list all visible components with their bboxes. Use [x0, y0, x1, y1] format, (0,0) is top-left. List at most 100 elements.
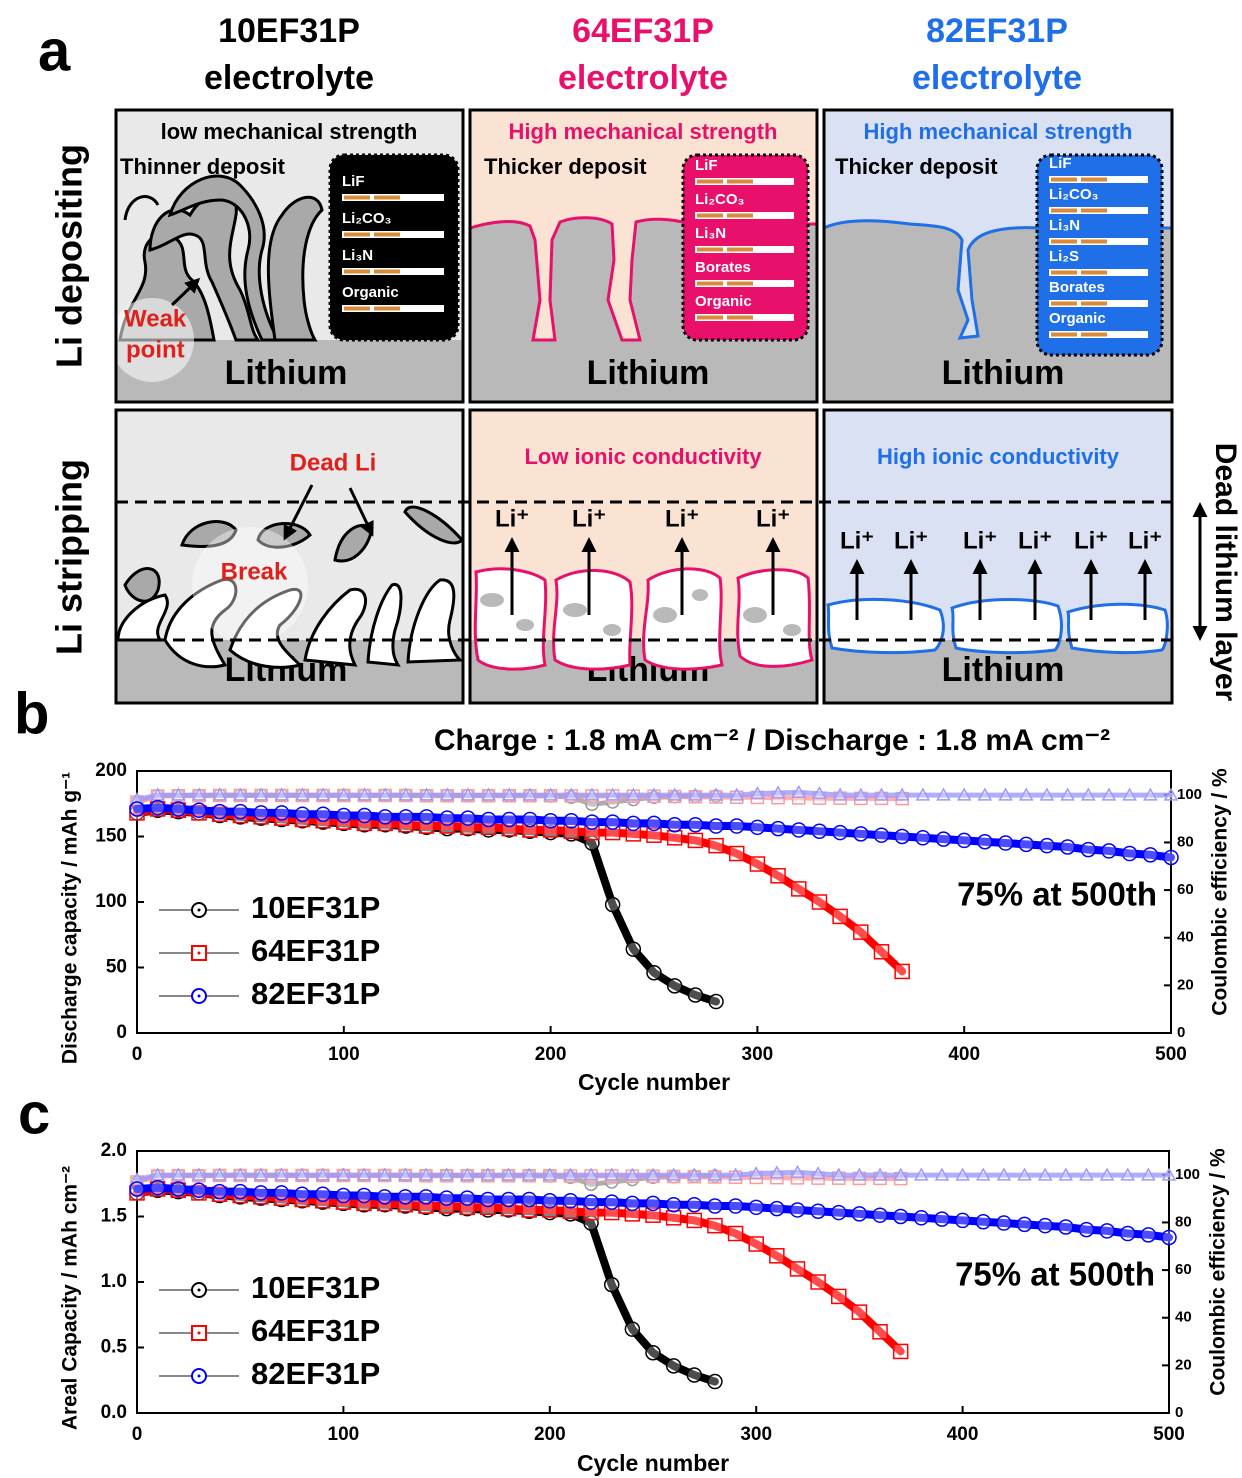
marker	[336, 1167, 351, 1181]
sei-bar-fill	[697, 281, 723, 286]
marker	[1079, 1167, 1094, 1181]
marker	[708, 993, 724, 1010]
marker	[253, 805, 269, 821]
y-tick-label: 2.0	[101, 1140, 127, 1161]
x-tick-label: 100	[328, 1424, 360, 1445]
marker	[583, 1194, 599, 1210]
marker	[956, 832, 972, 849]
marker	[274, 787, 290, 801]
marker	[1161, 1167, 1177, 1181]
marker	[1141, 1167, 1156, 1181]
marker	[893, 1167, 908, 1181]
sei-bar-fill	[1051, 270, 1077, 275]
marker	[150, 787, 165, 801]
ion-label: Li⁺	[1018, 527, 1052, 554]
marker	[625, 815, 642, 832]
sei-bar-fill	[727, 179, 753, 184]
chart-title: Charge : 1.8 mA cm⁻² / Discharge : 1.8 m…	[434, 724, 1110, 757]
marker	[377, 787, 393, 801]
marker	[666, 816, 683, 833]
marker	[563, 813, 580, 829]
marker	[708, 837, 724, 854]
marker	[562, 1193, 579, 1209]
base-label: Lithium	[225, 354, 348, 392]
y-axis-label: Discharge capacity / mAh g⁻¹	[59, 772, 82, 1064]
marker	[1163, 849, 1179, 866]
marker	[356, 1167, 372, 1181]
legend-label: 64EF31P	[251, 1313, 380, 1348]
marker	[149, 799, 166, 816]
marker	[129, 801, 145, 817]
marker	[398, 787, 414, 801]
strength-label: low mechanical strength	[161, 119, 418, 144]
marker	[253, 1167, 269, 1181]
marker	[522, 811, 538, 828]
marker	[171, 787, 186, 801]
marker	[501, 1167, 516, 1181]
marker	[914, 1167, 929, 1181]
marker	[129, 1172, 145, 1186]
marker	[336, 787, 352, 801]
marker	[1121, 845, 1138, 862]
row-label: Li depositing	[49, 144, 90, 368]
marker	[563, 1167, 578, 1181]
marker	[1058, 1219, 1074, 1235]
marker	[438, 1190, 455, 1206]
marker	[191, 1167, 207, 1181]
side-label: Dead lithium layer	[1209, 443, 1242, 702]
marker	[998, 787, 1013, 801]
ion-label: Li⁺	[756, 505, 790, 532]
marker	[377, 809, 393, 825]
marker	[791, 822, 807, 838]
marker	[810, 1203, 826, 1220]
marker	[645, 1195, 661, 1212]
marker	[295, 787, 310, 801]
marker	[997, 835, 1014, 851]
sei-bar-fill	[1081, 177, 1107, 182]
x-tick-label: 400	[948, 1044, 980, 1065]
marker	[872, 1324, 888, 1340]
panel-a: a 10EF31P electrolyte 64EF31P electrolyt…	[38, 12, 1242, 705]
ion-label: Li⁺	[963, 527, 997, 554]
note: point	[126, 336, 185, 363]
sei-bar-fill	[727, 247, 753, 252]
marker	[273, 1185, 290, 1201]
marker	[170, 1181, 187, 1197]
marker	[604, 896, 621, 913]
marker	[1081, 787, 1096, 801]
marker	[1018, 787, 1034, 801]
series-line	[133, 805, 907, 976]
ion-label: Li⁺	[840, 527, 874, 554]
marker	[626, 787, 641, 801]
marker	[1143, 787, 1158, 801]
marker	[583, 1167, 599, 1181]
marker	[707, 1217, 723, 1234]
marker	[542, 1167, 558, 1181]
marker	[1120, 1167, 1135, 1181]
column-subtitle: electrolyte	[558, 59, 728, 97]
sei-bar-fill	[1081, 332, 1107, 337]
marker	[1059, 839, 1076, 855]
marker	[646, 964, 662, 981]
series-line	[134, 789, 1174, 803]
legend-dot	[197, 1288, 201, 1292]
marker	[233, 787, 248, 801]
strength-label: High mechanical strength	[864, 119, 1133, 144]
marker	[522, 787, 538, 801]
conductivity-label: High ionic conductivity	[877, 444, 1120, 469]
marker	[315, 806, 331, 822]
marker	[666, 1167, 681, 1181]
marker	[1037, 1217, 1053, 1234]
x-tick-label: 200	[534, 1424, 566, 1445]
sei-bar-fill	[727, 315, 753, 320]
marker	[853, 924, 869, 940]
marker	[232, 1183, 248, 1200]
marker	[915, 787, 931, 801]
x-tick-label: 500	[1155, 1044, 1187, 1065]
marker	[1099, 1223, 1115, 1239]
deposit-label: Thicker deposit	[835, 154, 998, 179]
cell	[468, 108, 819, 404]
legend-label: 64EF31P	[251, 933, 380, 968]
deposit-label: Thicker deposit	[484, 154, 647, 179]
marker	[790, 1164, 805, 1178]
